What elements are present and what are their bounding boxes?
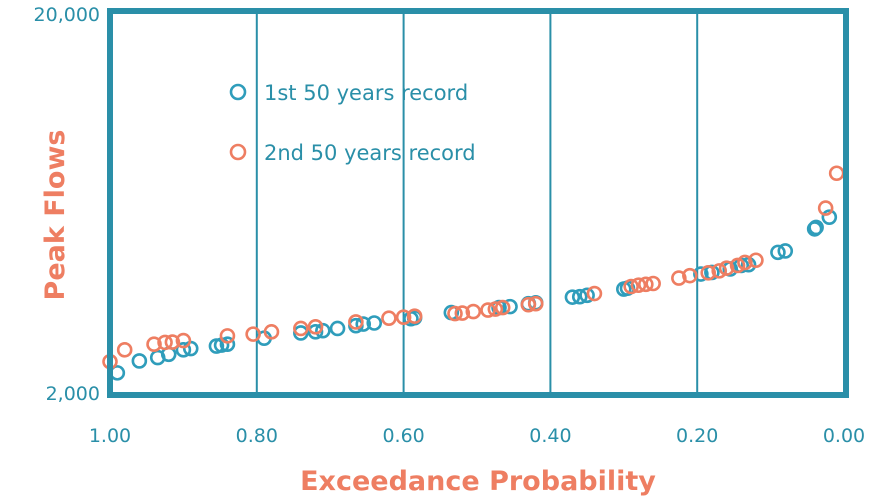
x-tick-label: 1.00 [89,425,131,447]
x-tick-label: 0.20 [676,425,718,447]
series-1-point [219,336,236,353]
x-tick-label: 0.00 [823,425,865,447]
series-2-point [395,309,412,325]
series-2-point [307,319,324,335]
series-2-point [671,270,687,286]
series-2-point [817,200,834,216]
y-axis-title: Peak Flows [40,130,71,301]
series-2-point [164,334,181,350]
series-2-point [520,296,537,313]
series-1-point [307,324,324,340]
series-1-point [821,209,838,225]
series-2-point [487,301,504,317]
legend-marker [229,83,247,101]
series-1-point [329,320,346,337]
series-2-point [480,302,496,318]
series-2-point [454,305,471,321]
series-1-point [502,298,518,315]
series-2-point [263,324,280,340]
series-2-point [828,165,845,182]
series-2-point [623,278,639,295]
series-1-point [355,316,372,332]
series-1-point [564,289,581,305]
series-2-point [527,295,544,312]
series-1-point [366,315,383,331]
legend-marker [229,143,247,161]
series-2-point [219,328,236,344]
series-2-point [711,263,728,279]
series-2-point [700,265,717,281]
series-2-point [157,334,173,351]
series-2-point [748,252,764,269]
series-2-point [245,326,261,342]
series-1-point [770,244,786,261]
series-2-point [645,275,661,292]
series-1-point [293,325,309,341]
series-2-point [737,254,753,271]
series-2-point [406,308,423,324]
series-2-point [381,310,397,327]
series-2-point [682,267,698,284]
series-1-point [571,288,588,305]
x-tick-labels: 1.00 0.80 0.60 0.40 0.20 0.00 [89,425,865,447]
y-tick-label: 2,000 [46,383,100,405]
series-1-point [175,342,192,358]
series-2-point [175,332,192,349]
x-tick-label: 0.60 [382,425,424,447]
legend-label: 2nd 50 years record [264,141,476,165]
series-2-point [447,305,463,322]
series-2-point [638,276,654,293]
series-2-point [146,336,162,353]
series-1-point [131,353,148,369]
series-1-point [693,266,709,282]
x-tick-label: 0.40 [529,425,571,447]
y-tick-labels: 20,000 2,000 [34,4,100,405]
plot-frame [107,8,849,398]
x-tick-label: 0.80 [236,425,278,447]
x-axis-title: Exceedance Probability [300,466,656,497]
legend-label: 1st 50 years record [264,81,468,105]
series-2-point [116,342,133,358]
series-1-point [777,243,794,259]
series-1-point [808,219,824,236]
legend: 1st 50 years record 2nd 50 years record [229,81,476,165]
series-2-point [348,314,364,330]
series-2-point [630,277,647,294]
series-2-point [293,320,309,337]
series-1-point [579,287,595,304]
series-2-point [729,257,746,274]
data-points [102,165,845,381]
series-2-point [465,303,482,320]
series-2-point [586,285,603,302]
series-2-point [494,299,511,316]
y-tick-label: 20,000 [34,4,100,26]
